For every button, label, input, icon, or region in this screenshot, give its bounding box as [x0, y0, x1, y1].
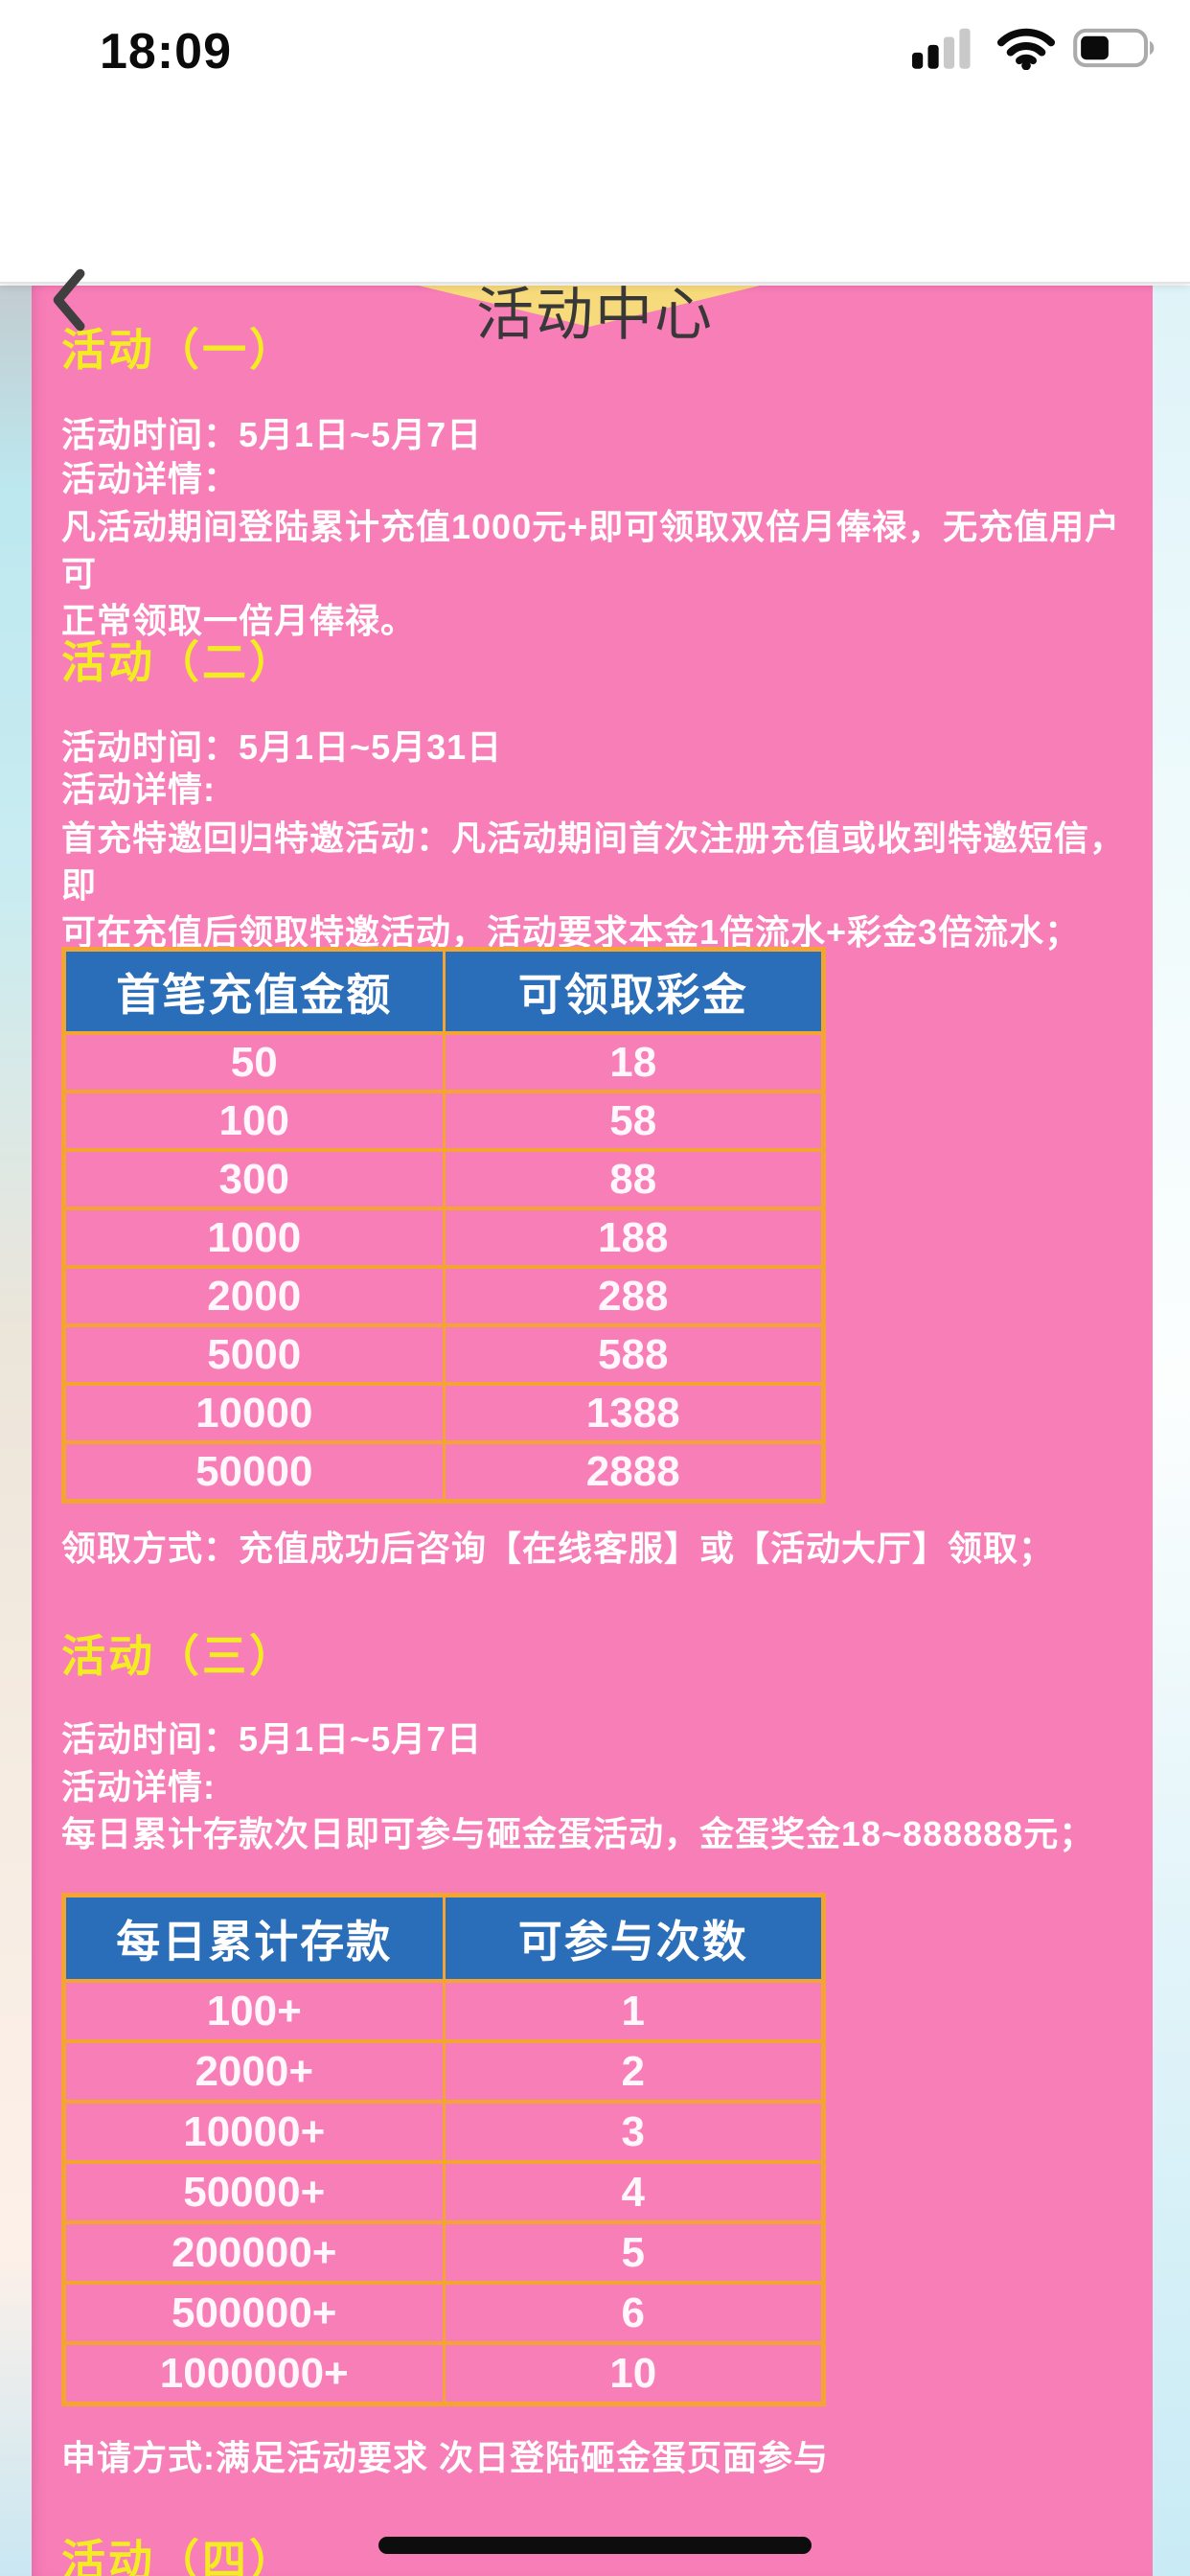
table-cell: 200000+ — [66, 2224, 446, 2281]
cellular-signal-icon — [912, 27, 979, 74]
back-button[interactable] — [50, 261, 117, 343]
table-cell: 188 — [598, 1213, 669, 1261]
table-header-cell: 可参与次数 — [517, 1916, 748, 1966]
deposit-times-table: 每日累计存款 可参与次数 100+ 1 2000+ 2 10000+ 3 50000+ 4 2000… — [61, 1893, 826, 2406]
section-2-heading: 活动（二） — [61, 637, 296, 687]
table-cell: 100 — [66, 1093, 446, 1148]
table-row: 2000+ 2 — [66, 2039, 821, 2100]
table-header-row: 每日累计存款 可参与次数 — [66, 1898, 821, 1979]
table-cell: 50000+ — [66, 2164, 446, 2220]
table-header-cell: 可领取彩金 — [517, 969, 748, 1020]
section-3-detail: 每日累计存款次日即可参与砸金蛋活动，金蛋奖金18~888888元； — [61, 1814, 1095, 1853]
section-1-detail: 凡活动期间登陆累计充值1000元+即可领取双倍月俸禄，无充值用户可 正常领取一倍… — [61, 507, 1121, 640]
table-header-cell: 每日累计存款 — [66, 1898, 446, 1979]
section-1-heading: 活动（一） — [61, 325, 296, 375]
table-cell: 6 — [621, 2288, 645, 2336]
status-time: 18:09 — [100, 24, 232, 80]
table-row: 10000 1388 — [66, 1382, 821, 1440]
chevron-left-icon — [50, 268, 86, 336]
table-cell: 58 — [609, 1096, 657, 1144]
table-row: 50000+ 4 — [66, 2160, 821, 2220]
table-row: 5000 588 — [66, 1323, 821, 1382]
table-cell: 1 — [621, 1987, 645, 2035]
home-indicator[interactable] — [378, 2537, 812, 2554]
nav-bar: 活动中心 — [0, 96, 1190, 347]
table-header-row: 首笔充值金额 可领取彩金 — [66, 952, 821, 1031]
table-row: 1000 188 — [66, 1207, 821, 1265]
background-left-strip — [0, 286, 32, 2576]
section-3-time: 活动时间：5月1日~5月7日 — [61, 1719, 483, 1759]
section-1-detail-label: 活动详情： — [61, 459, 240, 498]
table-row: 100 58 — [66, 1090, 821, 1148]
section-4-heading: 活动（四） — [61, 2536, 296, 2576]
section-2-detail-label: 活动详情: — [61, 770, 216, 809]
table-cell: 100+ — [66, 1983, 446, 2039]
table-row: 1000000+ 10 — [66, 2341, 821, 2402]
table-row: 10000+ 3 — [66, 2100, 821, 2160]
table-cell: 3 — [621, 2107, 645, 2155]
table-cell: 2000 — [66, 1269, 446, 1323]
table-row: 50 18 — [66, 1031, 821, 1090]
section-3-note: 申请方式:满足活动要求 次日登陆砸金蛋页面参与 — [61, 2438, 829, 2477]
table-cell: 88 — [609, 1155, 657, 1203]
table-row: 100+ 1 — [66, 1979, 821, 2039]
table-row: 500000+ 6 — [66, 2281, 821, 2341]
background-right-strip — [1153, 286, 1190, 2576]
table-cell: 1388 — [585, 1389, 680, 1437]
status-icons — [912, 27, 1156, 74]
page-title: 活动中心 — [476, 283, 714, 347]
table-row: 2000 288 — [66, 1265, 821, 1323]
wifi-icon — [996, 26, 1056, 75]
section-3-detail-label: 活动详情: — [61, 1767, 216, 1806]
status-bar: 18:09 — [0, 0, 1190, 96]
table-header-cell: 首笔充值金额 — [66, 952, 446, 1031]
table-cell: 18 — [609, 1038, 657, 1086]
table-cell: 50000 — [66, 1444, 446, 1499]
table-cell: 5000 — [66, 1327, 446, 1382]
table-cell: 2888 — [585, 1447, 680, 1495]
table-cell: 10 — [609, 2349, 657, 2397]
table-row: 50000 2888 — [66, 1440, 821, 1499]
table-cell: 300 — [66, 1152, 446, 1207]
table-cell: 4 — [621, 2168, 645, 2216]
table-cell: 10000 — [66, 1386, 446, 1440]
section-2-note: 领取方式：充值成功后咨询【在线客服】或【活动大厅】领取； — [61, 1529, 1055, 1568]
table-cell: 288 — [598, 1272, 669, 1320]
table-cell: 588 — [598, 1330, 669, 1378]
section-2-time: 活动时间：5月1日~5月31日 — [61, 727, 503, 767]
activity-content: 活动（一） 活动时间：5月1日~5月7日 活动详情： 凡活动期间登陆累计充值10… — [0, 286, 1190, 2576]
table-cell: 1000000+ — [66, 2345, 446, 2402]
table-cell: 500000+ — [66, 2285, 446, 2341]
table-cell: 1000 — [66, 1210, 446, 1265]
activity-card: 活动（一） 活动时间：5月1日~5月7日 活动详情： 凡活动期间登陆累计充值10… — [32, 286, 1153, 2576]
table-cell: 10000+ — [66, 2104, 446, 2160]
recharge-bonus-table: 首笔充值金额 可领取彩金 50 18 100 58 300 88 1000 188 2000 288 5… — [61, 947, 826, 1504]
battery-icon — [1073, 28, 1156, 73]
section-3-heading: 活动（三） — [61, 1631, 296, 1681]
table-cell: 50 — [66, 1035, 446, 1090]
section-2-detail: 首充特邀回归特邀活动：凡活动期间首次注册充值或收到特邀短信，即 可在充值后领取特… — [61, 818, 1126, 952]
table-cell: 2000+ — [66, 2043, 446, 2100]
table-row: 200000+ 5 — [66, 2220, 821, 2281]
table-row: 300 88 — [66, 1148, 821, 1207]
section-1-time: 活动时间：5月1日~5月7日 — [61, 415, 483, 454]
table-cell: 5 — [621, 2228, 645, 2276]
table-cell: 2 — [621, 2047, 645, 2095]
